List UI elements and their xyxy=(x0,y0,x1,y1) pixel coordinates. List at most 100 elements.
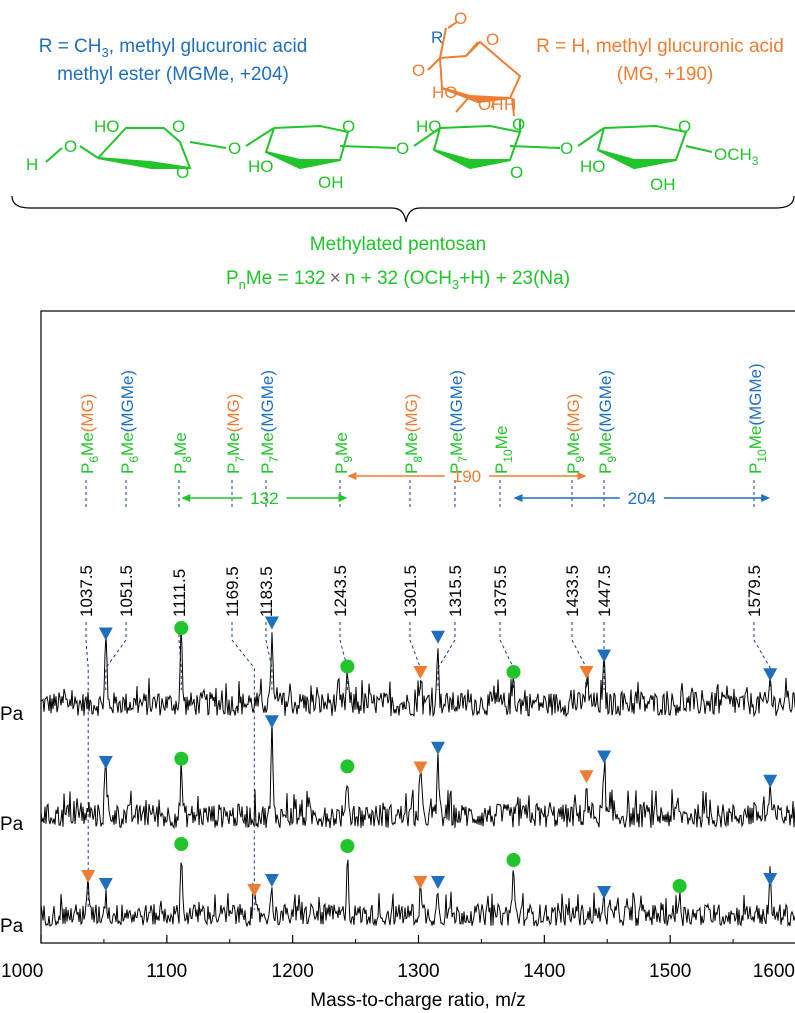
ring-o-3: O xyxy=(510,163,523,182)
x-tick-label: 1300 xyxy=(397,961,439,982)
leader-dash xyxy=(437,622,456,690)
trace-label: Pa xyxy=(0,704,24,725)
leader-dash xyxy=(753,622,771,690)
ring-o-1: O xyxy=(172,117,185,136)
spectrum-trace-3 xyxy=(41,859,795,928)
peak-mz-label: 1183.5 xyxy=(257,566,276,617)
x-axis: 1000 1100 1200 1300 1400 1500 1600 Mass-to-char… xyxy=(1,935,795,1011)
glucuronic-acid-ring: R O O O HO OH H xyxy=(412,9,522,117)
peak-marker-circle xyxy=(506,853,521,867)
peak-marker-triangle xyxy=(413,876,428,889)
peak-mz-label: 1375.5 xyxy=(491,565,510,617)
h-label-mg: H xyxy=(504,95,516,114)
peak-label: P6Me(MGMe) xyxy=(118,370,141,474)
spacing-label: 204 xyxy=(628,489,656,508)
leader-dash xyxy=(231,622,255,910)
peak-label: P7Me(MGMe) xyxy=(447,370,470,474)
trace-label: Pa xyxy=(0,916,24,937)
peak-marker-triangle xyxy=(579,770,594,784)
peak-mz-label: 1301.5 xyxy=(401,565,420,617)
leader-dash xyxy=(409,622,421,690)
trace-label: Pa xyxy=(0,814,24,835)
r-group-label: R xyxy=(431,28,443,47)
peak-marker-triangle xyxy=(98,627,113,641)
h-terminal-label: H xyxy=(26,155,38,174)
carbonyl-o-label: O xyxy=(454,9,467,28)
peak-mz-label: 1315.5 xyxy=(446,565,465,617)
peak-marker-triangle xyxy=(81,870,96,883)
ho-label-4: HO xyxy=(580,157,606,176)
peak-mz-label: 1433.5 xyxy=(563,565,582,617)
spacing-arrowhead xyxy=(181,494,191,502)
peak-mz-label: 1111.5 xyxy=(170,569,189,617)
spectra-traces xyxy=(41,627,795,928)
peak-label: P6Me(MG) xyxy=(78,394,101,474)
peak-marker-circle xyxy=(174,837,189,851)
oh-label-4: OH xyxy=(650,175,676,194)
ring-o-4: O xyxy=(678,117,691,136)
peak-mz-label: 1051.5 xyxy=(117,565,136,617)
peak-marker-triangle xyxy=(597,750,612,764)
mass-formula: PnMe = 132 × n + 32 (OCH3+H) + 23(Na) xyxy=(226,268,570,292)
peak-label: P9Me(MG) xyxy=(564,394,587,474)
peak-mz-label: 1037.5 xyxy=(77,565,96,617)
peak-marker-triangle xyxy=(579,666,594,679)
peak-marker-triangle xyxy=(763,873,778,886)
leader-dash xyxy=(265,622,273,690)
x-tick-label: 1100 xyxy=(146,961,187,982)
ring-o-1b: O xyxy=(176,163,189,182)
mg-caption-line2: (MG, +190) xyxy=(617,64,714,85)
spacing-arrowhead xyxy=(577,472,587,480)
ho-label-1: HO xyxy=(94,117,120,136)
structure-scheme: R = CH3, methyl glucuronic acid methyl e… xyxy=(11,9,795,292)
peak-marker-triangle xyxy=(431,630,446,644)
leader-dash xyxy=(85,622,89,910)
peak-mz-label: 1447.5 xyxy=(595,565,614,617)
peak-marker-triangle xyxy=(431,876,446,889)
x-tick-label: 1000 xyxy=(1,961,43,982)
spacing-label: 190 xyxy=(453,467,481,486)
mg-caption-line1: R = H, methyl glucuronic acid xyxy=(536,36,784,57)
peak-label: P7Me(MGMe) xyxy=(258,370,281,474)
peak-marker-triangle xyxy=(597,886,612,899)
peak-marker-circle xyxy=(340,659,355,674)
x-tick-label: 1600 xyxy=(753,961,795,982)
peak-label: P9Me(MGMe) xyxy=(596,370,619,474)
peak-marker-circle xyxy=(174,621,189,635)
mgme-caption-line1: R = CH3, methyl glucuronic acid xyxy=(39,36,308,60)
glyco-o-3: O xyxy=(560,139,573,158)
o-terminal-label: O xyxy=(64,137,77,156)
ms-spectra-chart: P6Me(MG) 1037.5 P6Me(MGMe) 1051.5 P8Me 1111.5… xyxy=(0,310,795,1011)
peak-marker-circle xyxy=(506,665,521,679)
ring-o-2: O xyxy=(342,117,355,136)
ring-o-label: O xyxy=(486,30,499,49)
peak-marker-triangle xyxy=(597,649,612,663)
peak-mz-label: 1169.5 xyxy=(223,566,242,617)
x-axis-label: Mass-to-charge ratio, m/z xyxy=(310,990,525,1011)
methoxy-o-label: O xyxy=(412,61,425,80)
spacing-label: 132 xyxy=(250,489,278,508)
peak-marker-circle xyxy=(672,879,687,893)
peak-marker-triangle xyxy=(431,741,446,755)
peak-marker-triangle xyxy=(413,666,428,679)
spacing-arrowhead xyxy=(761,494,771,502)
peak-label: P8Me xyxy=(171,432,194,474)
spacing-arrowhead xyxy=(347,472,357,480)
pentosan-backbone: H O HO O O O HO O OH O HO O O O HO O OH … xyxy=(26,115,759,194)
peak-labels: P6Me(MG) 1037.5 P6Me(MGMe) 1051.5 P8Me 1111.5… xyxy=(77,363,769,617)
peak-markers xyxy=(81,616,778,899)
ho-label-3: HO xyxy=(416,117,442,136)
trace-labels: Pa Pa Pa xyxy=(0,704,24,937)
peak-marker-triangle xyxy=(264,874,279,887)
oh-label-mg1: OH xyxy=(478,95,504,114)
glyco-o-1: O xyxy=(228,139,241,158)
peak-marker-triangle xyxy=(98,878,113,891)
peak-marker-circle xyxy=(340,839,355,853)
spectrum-trace-2 xyxy=(41,719,795,830)
spectrum-trace-1 xyxy=(41,627,795,718)
peak-marker-triangle xyxy=(264,715,279,729)
ho-label-2: HO xyxy=(248,157,274,176)
peak-marker-triangle xyxy=(247,884,262,897)
leader-dash xyxy=(105,622,127,690)
